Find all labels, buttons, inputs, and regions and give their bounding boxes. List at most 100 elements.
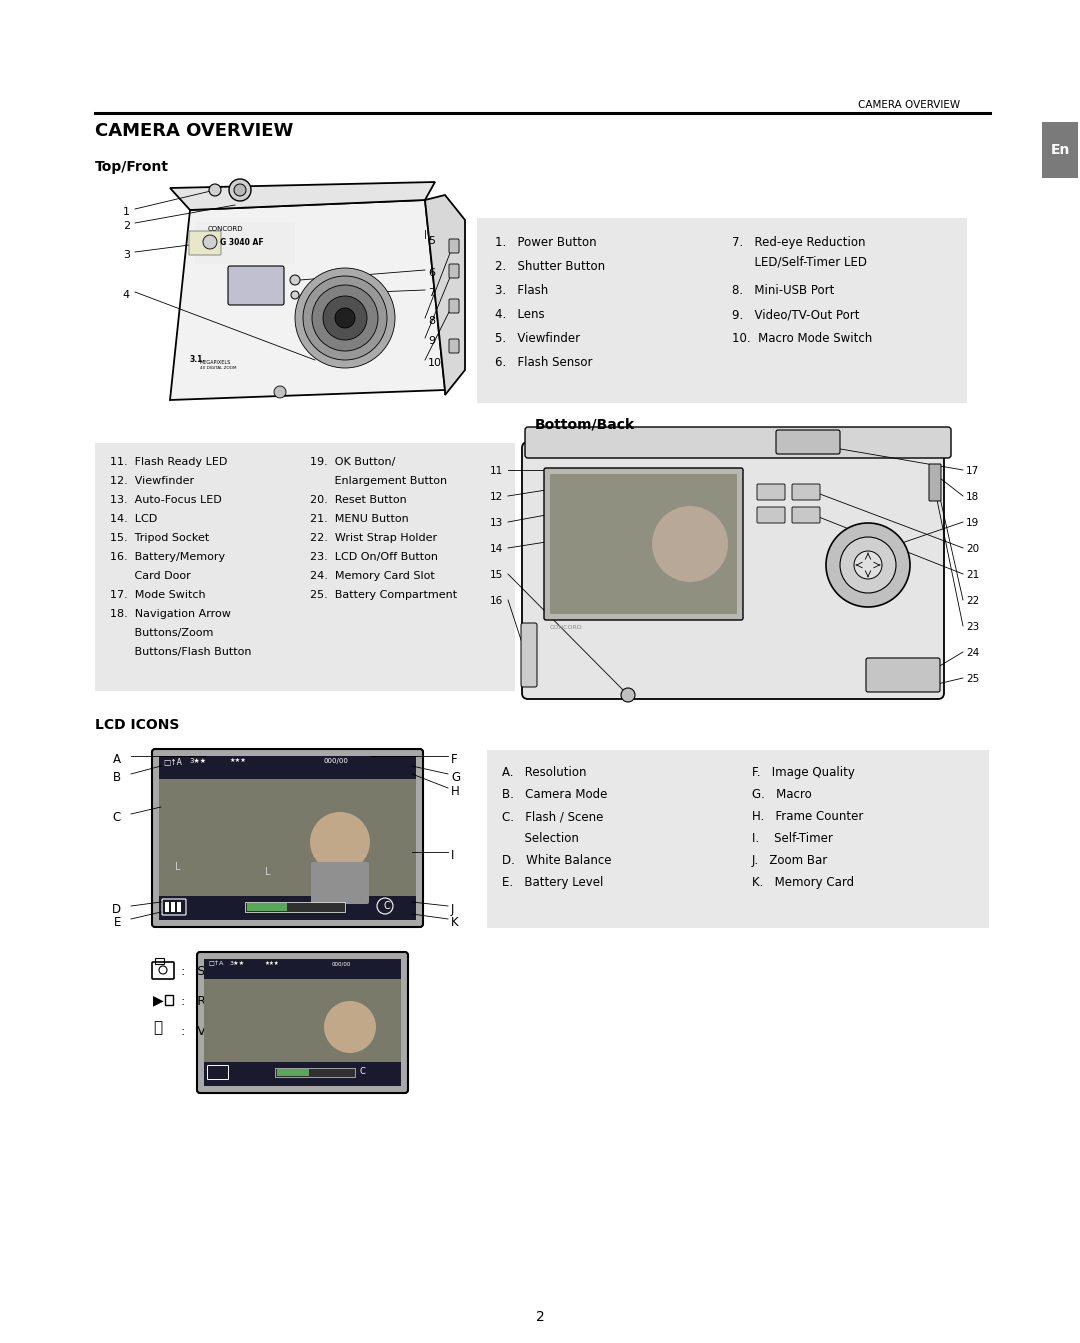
- Text: 18: 18: [966, 492, 980, 502]
- Text: 000/00: 000/00: [323, 757, 348, 764]
- Text: D: D: [112, 902, 121, 916]
- Bar: [276, 1069, 309, 1076]
- Text: Buttons/Flash Button: Buttons/Flash Button: [110, 647, 252, 657]
- FancyBboxPatch shape: [228, 266, 284, 305]
- Bar: [159, 756, 416, 779]
- Text: CONCORD: CONCORD: [550, 624, 582, 630]
- Bar: [159, 896, 416, 920]
- Circle shape: [310, 813, 370, 872]
- Bar: [477, 218, 967, 403]
- Text: En: En: [1051, 142, 1069, 157]
- FancyBboxPatch shape: [521, 623, 537, 688]
- Text: CAMERA OVERVIEW: CAMERA OVERVIEW: [95, 122, 294, 140]
- Polygon shape: [426, 195, 465, 395]
- Circle shape: [295, 269, 395, 368]
- Text: C: C: [383, 901, 390, 911]
- Bar: [487, 749, 989, 928]
- Text: 25.  Battery Compartment: 25. Battery Compartment: [310, 590, 457, 600]
- FancyBboxPatch shape: [449, 338, 459, 353]
- Text: 10.  Macro Mode Switch: 10. Macro Mode Switch: [732, 332, 873, 345]
- Text: 11.  Flash Ready LED: 11. Flash Ready LED: [110, 457, 228, 467]
- Text: :   Video Clips: : Video Clips: [181, 1025, 267, 1038]
- Circle shape: [229, 179, 251, 201]
- FancyBboxPatch shape: [544, 467, 743, 620]
- FancyBboxPatch shape: [449, 299, 459, 313]
- Bar: [204, 979, 401, 1062]
- Bar: [165, 902, 168, 912]
- Text: MEGAPIXELS: MEGAPIXELS: [200, 360, 231, 365]
- Text: 24: 24: [966, 649, 980, 658]
- Text: 13.  Auto-Focus LED: 13. Auto-Focus LED: [110, 496, 221, 505]
- Text: 14.  LCD: 14. LCD: [110, 514, 158, 524]
- FancyBboxPatch shape: [757, 483, 785, 500]
- Text: 18.  Navigation Arrow: 18. Navigation Arrow: [110, 608, 231, 619]
- FancyBboxPatch shape: [550, 474, 737, 614]
- Text: LED/Self-Timer LED: LED/Self-Timer LED: [732, 255, 867, 269]
- Text: 12: 12: [489, 492, 503, 502]
- Text: 4: 4: [123, 290, 130, 299]
- Text: 12.  Viewfinder: 12. Viewfinder: [110, 475, 194, 486]
- Circle shape: [335, 308, 355, 328]
- Text: □↑A: □↑A: [208, 962, 224, 966]
- Circle shape: [840, 537, 896, 594]
- FancyBboxPatch shape: [525, 427, 951, 458]
- Text: 11: 11: [489, 466, 503, 475]
- Text: 9: 9: [428, 336, 435, 346]
- Text: C.   Flash / Scene: C. Flash / Scene: [502, 810, 604, 823]
- Bar: [171, 902, 175, 912]
- Text: E: E: [113, 916, 121, 929]
- Text: 17: 17: [966, 466, 980, 475]
- Circle shape: [303, 277, 387, 360]
- Text: 5: 5: [428, 236, 435, 246]
- Text: 3★★: 3★★: [230, 962, 245, 966]
- Bar: [165, 995, 173, 1005]
- Circle shape: [291, 275, 300, 285]
- Text: E.   Battery Level: E. Battery Level: [502, 876, 604, 889]
- FancyBboxPatch shape: [189, 231, 221, 255]
- Bar: [177, 902, 181, 912]
- Polygon shape: [170, 200, 445, 400]
- Text: H.   Frame Counter: H. Frame Counter: [752, 810, 863, 823]
- FancyBboxPatch shape: [152, 749, 423, 927]
- Text: 1: 1: [123, 207, 130, 218]
- FancyBboxPatch shape: [311, 862, 369, 904]
- Text: □↑A: □↑A: [163, 757, 181, 767]
- Text: :   Single Shot: : Single Shot: [181, 966, 268, 978]
- Text: 6: 6: [428, 269, 435, 278]
- FancyBboxPatch shape: [1042, 122, 1078, 179]
- Text: 5.   Viewfinder: 5. Viewfinder: [495, 332, 580, 345]
- Text: CONCORD: CONCORD: [208, 226, 243, 232]
- Bar: [204, 1062, 401, 1086]
- Text: G: G: [451, 771, 460, 784]
- FancyBboxPatch shape: [522, 442, 944, 698]
- Text: 9.   Video/TV-Out Port: 9. Video/TV-Out Port: [732, 308, 860, 321]
- Text: 19: 19: [966, 518, 980, 528]
- Circle shape: [210, 184, 221, 196]
- Bar: [204, 959, 401, 979]
- Text: Enlargement Button: Enlargement Button: [310, 475, 447, 486]
- Text: ★★★: ★★★: [230, 757, 247, 763]
- Text: 23: 23: [966, 622, 980, 633]
- Text: G 3040 AF: G 3040 AF: [220, 238, 264, 247]
- Text: 3.   Flash: 3. Flash: [495, 283, 549, 297]
- Bar: [247, 902, 287, 911]
- Text: 14: 14: [489, 544, 503, 555]
- Text: A: A: [113, 753, 121, 766]
- Text: H: H: [451, 786, 460, 798]
- Text: 3★★: 3★★: [189, 757, 206, 764]
- Text: 🎥: 🎥: [153, 1019, 162, 1035]
- Text: Buttons/Zoom: Buttons/Zoom: [110, 629, 214, 638]
- Text: ▶: ▶: [153, 992, 164, 1007]
- Text: 3.1: 3.1: [190, 355, 203, 364]
- Text: I.    Self-Timer: I. Self-Timer: [752, 833, 833, 845]
- FancyBboxPatch shape: [866, 658, 940, 692]
- FancyBboxPatch shape: [195, 222, 295, 265]
- Text: B.   Camera Mode: B. Camera Mode: [502, 788, 607, 800]
- Text: Bottom/Back: Bottom/Back: [535, 418, 635, 432]
- FancyBboxPatch shape: [792, 483, 820, 500]
- Circle shape: [854, 551, 882, 579]
- Text: 21.  MENU Button: 21. MENU Button: [310, 514, 408, 524]
- Text: CAMERA OVERVIEW: CAMERA OVERVIEW: [858, 99, 960, 110]
- Text: B: B: [113, 771, 121, 784]
- Bar: [95, 443, 515, 692]
